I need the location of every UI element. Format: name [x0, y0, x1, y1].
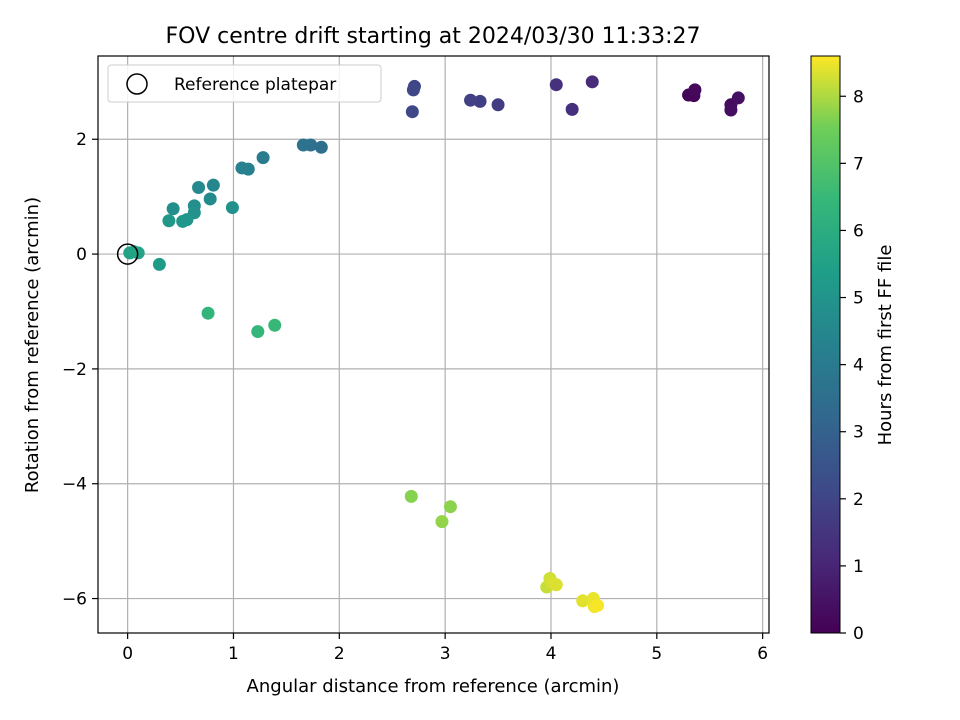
data-point [405, 105, 419, 119]
data-points [123, 75, 745, 614]
data-point [724, 103, 738, 117]
data-point [491, 98, 505, 112]
reference-platepar-marker [116, 243, 139, 265]
data-point [201, 306, 215, 320]
data-point [443, 500, 457, 514]
x-tick-label: 5 [651, 644, 662, 664]
legend-box [107, 64, 382, 103]
grid-lines [98, 56, 769, 633]
data-point [203, 192, 217, 206]
data-point [206, 178, 220, 192]
reference-marker [116, 243, 139, 265]
data-point [162, 214, 176, 228]
x-axis-label: Angular distance from reference (arcmin) [247, 676, 620, 697]
data-point [251, 325, 265, 339]
chart-title: FOV centre drift starting at 2024/03/30 … [166, 24, 701, 49]
x-tick-label: 1 [228, 644, 239, 664]
data-point [176, 214, 190, 228]
data-point [565, 102, 579, 116]
x-tick-label: 6 [757, 644, 768, 664]
colorbar-tick-label: 7 [853, 154, 864, 174]
colorbar-tick-label: 1 [853, 557, 864, 577]
y-tick-label: −6 [62, 590, 87, 610]
data-point [435, 515, 449, 529]
colorbar-frame [810, 55, 841, 634]
data-point [296, 138, 310, 152]
colorbar-ticks: 0 1 2 3 4 5 6 7 8 [840, 87, 864, 644]
data-point [585, 75, 599, 89]
data-point [473, 94, 487, 108]
colorbar-tick-label: 2 [853, 490, 864, 510]
data-point [314, 140, 328, 154]
y-tick-label: −2 [62, 360, 87, 380]
colorbar-tick-label: 4 [853, 356, 864, 376]
x-tick-label: 4 [546, 644, 557, 664]
x-axis-ticks: 0 1 2 3 4 5 6 [122, 633, 768, 664]
colorbar-tick-label: 8 [853, 87, 864, 107]
data-point [225, 201, 239, 215]
data-point [166, 202, 180, 216]
data-point [235, 161, 249, 175]
legend-marker-open-circle [126, 73, 148, 95]
data-point [549, 78, 563, 92]
colorbar-tick-label: 5 [853, 289, 864, 309]
data-point [688, 83, 702, 97]
x-tick-label: 3 [440, 644, 451, 664]
legend-label: Reference platepar [174, 75, 336, 95]
y-axis-ticks: −6 −4 −2 0 2 [62, 130, 98, 610]
data-point [406, 83, 420, 97]
y-axis-label: Rotation from reference (arcmin) [22, 197, 43, 493]
colorbar-tick-label: 3 [853, 423, 864, 443]
data-point [256, 151, 270, 165]
y-tick-label: −4 [62, 475, 87, 495]
colorbar-gradient [811, 56, 840, 633]
legend: Reference platepar [107, 64, 382, 103]
data-point [549, 578, 563, 592]
colorbar-tick-label: 6 [853, 221, 864, 241]
y-tick-label: 2 [76, 130, 87, 150]
plot-frame [97, 55, 770, 634]
data-point [731, 91, 745, 105]
data-point [268, 318, 282, 332]
colorbar-tick-label: 0 [853, 624, 864, 644]
y-tick-label: 0 [76, 245, 87, 265]
x-tick-label: 0 [122, 644, 133, 664]
data-point [591, 598, 605, 612]
data-point [576, 594, 590, 608]
x-tick-label: 2 [334, 644, 345, 664]
data-point [404, 489, 418, 503]
colorbar: 0 1 2 3 4 5 6 7 8 Hours from first FF file [810, 55, 896, 644]
colorbar-label: Hours from first FF file [875, 245, 896, 446]
data-point [192, 180, 206, 194]
data-point [152, 257, 166, 271]
data-point [464, 93, 478, 107]
